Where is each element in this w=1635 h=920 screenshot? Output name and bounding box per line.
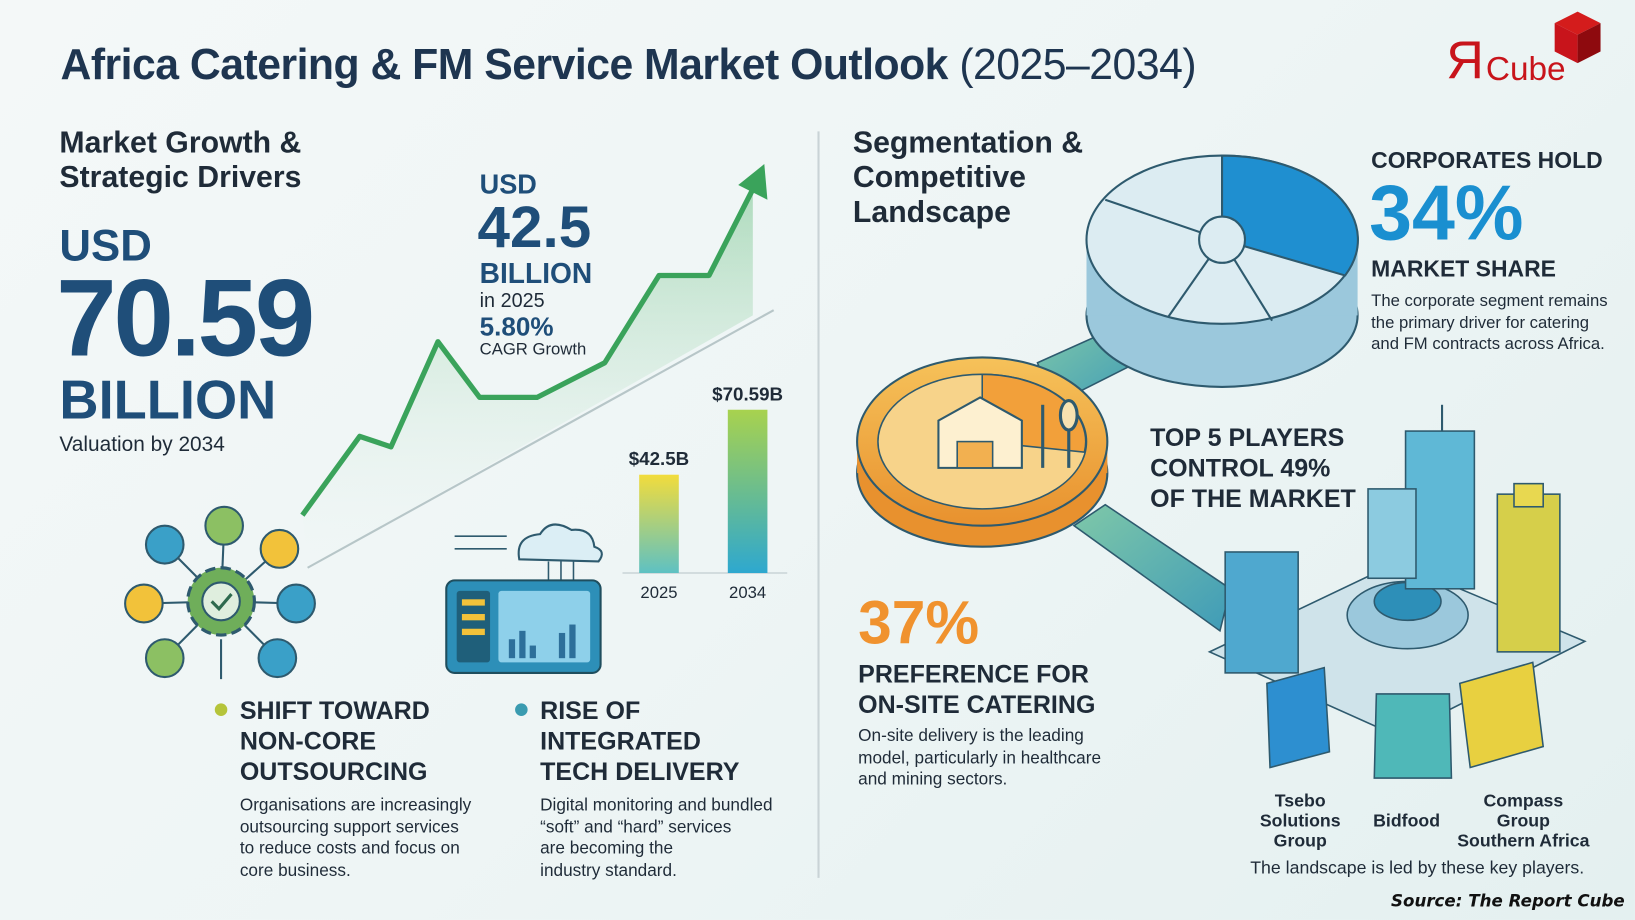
line: and mining sectors. [858,769,1008,789]
cagr-label: CAGR Growth [479,340,587,359]
cloud-dashboard-icon [445,523,603,674]
onsite-catering-disc-icon [856,356,1109,548]
bar-category-label: 2034 [729,583,766,602]
key-players-buildings-icon [1207,430,1587,779]
valuation-caption: Valuation by 2034 [59,433,225,457]
line: Tsebo [1274,790,1326,811]
connector [1072,503,1232,633]
line: core business. [239,860,351,880]
cube-icon [1554,11,1601,64]
logo-r: Я [1446,30,1484,90]
valuation-prefix: USD [59,220,152,271]
corporates-lead: CORPORATES HOLD [1371,147,1603,174]
line: the primary driver for catering [1371,313,1590,332]
bar-data-label: $42.5B [629,448,689,469]
trend-line [307,309,775,569]
base-prefix: USD [479,168,537,200]
driver-desc-tech: Digital monitoring and bundled “soft” and… [540,795,772,881]
line: Southern Africa [1457,830,1590,851]
logo-cube-text: Cube [1485,49,1566,88]
line: NON-CORE [239,727,377,756]
base-value: 42.5 [477,193,592,260]
top5-callout: TOP 5 PLAYERS CONTROL 49% OF THE MARKET [1150,423,1356,514]
line: ON-SITE CATERING [858,690,1096,720]
base-unit: BILLION [479,257,593,290]
line: Segmentation & [852,126,1084,160]
onsite-value: 37% [858,588,980,658]
bar-chart: $42.5B 2025 $70.59B 2034 [622,383,788,602]
line: The corporate segment remains [1371,292,1608,311]
bar-2034 [727,409,768,574]
outsourcing-gear-icon [124,505,316,680]
bar-2025 [639,474,679,574]
driver-title-tech: RISE OF INTEGRATED TECH DELIVERY [540,696,739,787]
line: are becoming the [540,839,674,858]
line: Competitive [852,160,1027,195]
line: SHIFT TOWARD [239,697,430,726]
left-heading-line: Strategic Drivers [59,160,302,195]
line: Organisations are increasingly [239,795,472,815]
line: industry standard. [540,860,677,880]
line: Solutions [1259,810,1341,831]
onsite-label: PREFERENCE FOR ON-SITE CATERING [858,659,1095,720]
corporates-share-value: 34% [1369,169,1524,257]
line: outsourcing support services [239,817,459,837]
source-credit: Source: The Report Cube [1390,890,1625,911]
line: PREFERENCE FOR [858,660,1089,689]
driver-bullet [214,703,228,717]
cagr-value: 5.80% [479,312,554,342]
left-heading: Market Growth & Strategic Drivers [59,126,301,195]
line: Group [1273,830,1327,851]
right-heading: Segmentation & Competitive Landscape [853,126,1083,230]
line: Landscape [852,195,1011,230]
onsite-desc: On-site delivery is the leading model, pa… [858,725,1101,790]
driver-desc-outsourcing: Organisations are increasingly outsourcin… [240,795,471,881]
line: Digital monitoring and bundled [540,795,773,815]
line: and FM contracts across Africa. [1371,335,1605,354]
line: OF THE MARKET [1150,484,1356,514]
corporate-pie-icon [1085,154,1359,388]
driver-title-outsourcing: SHIFT TOWARD NON-CORE OUTSOURCING [240,696,430,787]
line: On-site delivery is the leading [858,726,1084,746]
line: model, particularly in healthcare [858,748,1102,767]
title-main: Africa Catering & FM Service Market Outl… [60,39,948,89]
arrow-head-icon [738,164,768,200]
corporates-desc: The corporate segment remains the primary… [1371,291,1607,356]
driver-bullet [515,703,528,717]
player-tsebo: Tsebo Solutions Group [1238,791,1363,851]
line: OUTSOURCING [239,758,428,787]
bar-data-label: $70.59B [712,383,783,404]
line: Group [1496,810,1550,831]
base-year: in 2025 [479,290,545,313]
report-cube-logo: Я Cube [1444,8,1611,92]
corporates-label: MARKET SHARE [1371,255,1556,282]
line: TOP 5 PLAYERS [1150,423,1345,453]
line: RISE OF [540,697,641,726]
valuation-value: 70.59 [56,257,315,380]
bar-category-label: 2025 [640,583,677,602]
valuation-unit: BILLION [59,370,277,432]
line: INTEGRATED [540,727,701,756]
left-heading-line: Market Growth & [59,126,302,160]
title-years: (2025–2034) [959,39,1197,89]
line: “soft” and “hard” services [540,817,732,837]
line: to reduce costs and focus on [239,839,460,858]
line: CONTROL 49% [1150,454,1331,483]
player-bidfood: Bidfood [1373,810,1441,831]
page-title: Africa Catering & FM Service Market Outl… [60,40,1196,89]
growth-area [302,189,753,568]
players-caption: The landscape is led by these key player… [1250,857,1585,878]
line: TECH DELIVERY [540,758,740,787]
growth-line [300,188,756,517]
player-compass: Compass Group Southern Africa [1450,791,1596,851]
line: Compass [1483,790,1564,811]
